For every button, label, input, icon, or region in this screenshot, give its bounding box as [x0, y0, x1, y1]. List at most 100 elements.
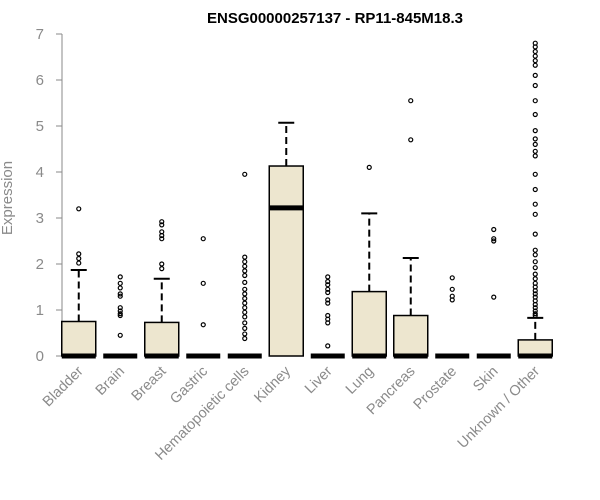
box-hematopoietic-cells	[227, 171, 262, 359]
outlier-point	[117, 274, 123, 280]
outlier-point	[242, 254, 248, 260]
box-bladder	[61, 206, 97, 359]
outlier-point	[532, 311, 538, 317]
outlier-point	[532, 141, 538, 147]
outlier-point	[117, 280, 123, 286]
outlier-point	[76, 251, 82, 257]
outlier-point	[532, 58, 538, 64]
box-lung	[351, 164, 387, 359]
outlier-point	[159, 236, 165, 242]
outlier-point	[242, 286, 248, 292]
y-tick-label: 0	[36, 348, 44, 365]
y-tick-label: 7	[36, 26, 44, 43]
box-kidney	[268, 121, 304, 357]
outlier-point	[242, 259, 248, 265]
outlier-point	[532, 48, 538, 55]
outlier-point	[491, 236, 497, 242]
outlier-point	[200, 280, 206, 286]
box-unknown-other	[517, 40, 553, 359]
outlier-point	[117, 311, 123, 317]
x-tick-label: Prostate	[411, 364, 460, 413]
outlier-point	[532, 153, 538, 159]
y-tick-label: 6	[36, 72, 44, 89]
box-prostate	[435, 275, 470, 359]
y-axis: 0 1 2 3 4 5 6 7	[36, 26, 63, 365]
outlier-point	[325, 300, 331, 306]
outlier-point	[366, 164, 372, 170]
outlier-point	[491, 294, 497, 300]
outlier-point	[242, 331, 248, 337]
box-series	[61, 40, 553, 359]
outlier-point	[242, 268, 248, 274]
outlier-point	[200, 322, 206, 328]
y-axis-label: Expression	[0, 161, 16, 235]
outlier-point	[532, 82, 538, 89]
x-tick-label: Breast	[129, 364, 170, 405]
outlier-point	[532, 201, 538, 207]
outlier-point	[242, 295, 248, 302]
outlier-point	[242, 171, 248, 177]
box-gastric	[186, 236, 221, 359]
outlier-point	[76, 206, 82, 212]
outlier-point	[532, 231, 538, 237]
x-tick-label: Brain	[93, 364, 128, 399]
outlier-point	[491, 238, 497, 244]
outlier-point	[532, 53, 538, 59]
outlier-point	[242, 335, 248, 342]
outlier-point	[532, 171, 538, 177]
outlier-point	[117, 293, 123, 299]
outlier-point	[491, 226, 497, 233]
box-body	[61, 320, 97, 357]
outlier-point	[532, 288, 538, 294]
box-brain	[103, 274, 138, 359]
outlier-point	[242, 272, 248, 279]
outlier-point	[325, 343, 331, 349]
outlier-point	[242, 314, 248, 320]
outlier-point	[200, 236, 206, 242]
outlier-point	[242, 279, 248, 285]
outlier-point	[117, 285, 123, 291]
outlier-point	[242, 300, 248, 306]
y-tick-label: 5	[36, 118, 44, 135]
outlier-point	[242, 291, 248, 297]
outlier-point	[325, 286, 331, 292]
outlier-point	[449, 275, 455, 281]
outlier-point	[532, 136, 538, 142]
outlier-point	[242, 305, 248, 311]
outlier-point	[532, 276, 538, 282]
outlier-point	[449, 286, 455, 292]
outlier-point	[325, 320, 331, 326]
outlier-point	[532, 44, 538, 50]
outlier-point	[532, 98, 538, 104]
outlier-point	[325, 297, 331, 303]
outlier-point	[76, 260, 82, 266]
box-skin	[476, 226, 511, 359]
y-tick-label: 3	[36, 210, 44, 227]
outlier-point	[532, 305, 538, 311]
outlier-point	[532, 62, 538, 68]
outlier-point	[532, 211, 538, 217]
y-tick-label: 4	[36, 164, 44, 181]
outlier-point	[532, 252, 538, 258]
outlier-point	[532, 271, 538, 277]
y-tick-label: 1	[36, 302, 44, 319]
x-tick-label: Skin	[470, 364, 501, 395]
outlier-point	[325, 278, 331, 285]
y-tick-label: 2	[36, 256, 44, 273]
outlier-point	[532, 312, 538, 319]
outlier-point	[532, 265, 538, 271]
box-body	[393, 314, 429, 357]
outlier-point	[532, 111, 538, 118]
outlier-point	[532, 72, 538, 79]
outlier-point	[159, 232, 165, 239]
outlier-point	[532, 259, 538, 265]
x-tick-label: Lung	[343, 364, 377, 398]
outlier-point	[449, 297, 455, 303]
box-pancreas	[393, 98, 429, 359]
box-body	[351, 290, 387, 357]
outlier-point	[159, 266, 165, 272]
x-tick-label: Liver	[302, 363, 336, 397]
